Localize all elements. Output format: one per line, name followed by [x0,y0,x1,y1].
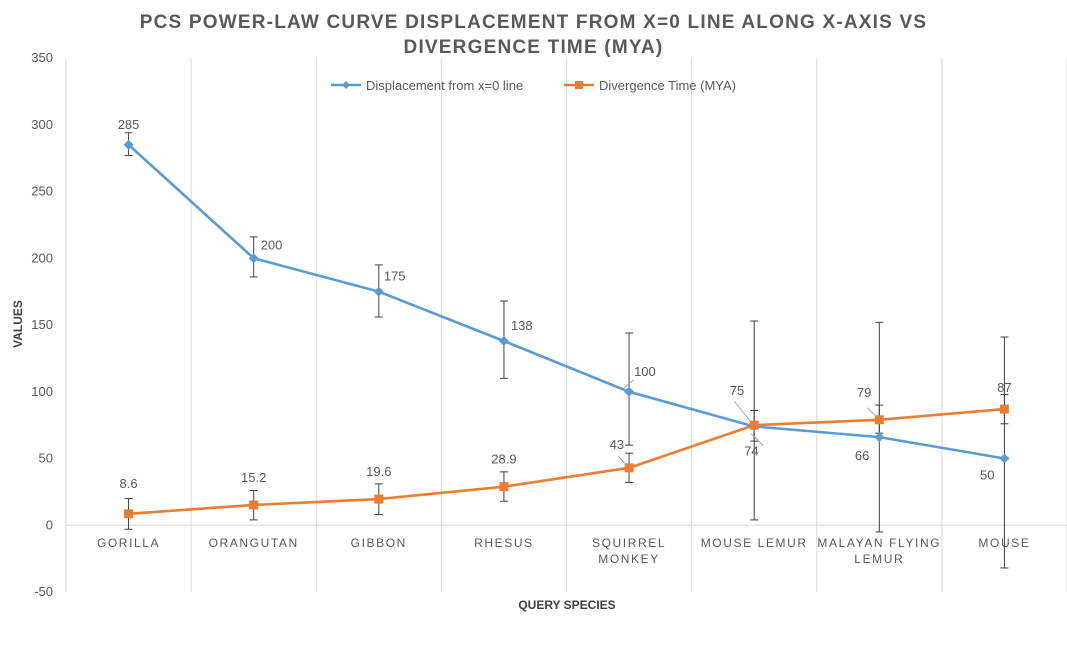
data-label: 50 [980,468,994,483]
data-point-square [874,415,884,425]
data-label-leader [623,379,635,389]
data-point-square [749,420,759,430]
data-point-diamond [498,336,509,347]
data-point-diamond [123,139,134,150]
series-lines [127,143,1005,516]
y-tick-label: 200 [31,250,53,265]
y-tick-label: 150 [31,317,53,332]
data-point-diamond [373,286,384,297]
chart-title-line-2: DIVERGENCE TIME (MYA) [403,37,664,58]
data-point-diamond [248,253,259,264]
data-point-diamond [874,432,885,443]
x-tick-label: GORILLA [97,536,160,550]
x-axis-title: QUERY SPECIES [518,598,615,612]
data-label: 75 [730,383,744,398]
data-label: 15.2 [241,470,266,485]
y-tick-label: 50 [39,451,53,466]
data-point-square [124,509,134,519]
series-markers [123,139,1010,519]
x-tick-label: RHESUS [474,536,534,550]
x-tick-label: MALAYAN FLYING [817,536,941,550]
legend-marker-square [575,81,583,89]
data-label: 175 [384,269,406,284]
data-label: 138 [511,318,533,333]
data-point-square [249,500,259,510]
legend-label: Divergence Time (MYA) [599,78,736,93]
data-label: 19.6 [366,464,391,479]
data-label: 285 [118,117,140,132]
data-point-diamond [999,453,1010,464]
data-label: 79 [857,385,871,400]
data-point-square [999,404,1009,414]
data-label: 87 [997,380,1011,395]
data-label: 200 [261,237,283,252]
y-tick-label: -50 [34,584,53,599]
data-label: 100 [634,364,656,379]
data-label: 28.9 [491,452,516,467]
x-tick-label: LEMUR [854,552,904,566]
data-label-leader [733,400,751,422]
data-labels: 285 200 175 138 100 74 66 50 8.6 15.2 19.6 28.9 43 75… [118,117,1012,491]
legend-label: Displacement from x=0 line [366,78,523,93]
x-tick-label: SQUIRREL [592,536,666,550]
x-tick-label: MOUSE [978,536,1030,550]
grid-lines [65,58,1067,592]
x-axis: GORILLA ORANGUTAN GIBBON RHESUS SQUIRREL MONK… [97,536,1030,566]
y-tick-label: 250 [31,184,53,199]
x-tick-label: MOUSE LEMUR [701,536,808,550]
y-tick-label: 350 [31,50,53,65]
y-tick-label: 100 [31,384,53,399]
series-line-2 [128,407,1005,516]
y-tick-label: 300 [31,117,53,132]
y-axis: -50 0 50 100 150 200 250 300 350 [31,50,53,599]
x-tick-label: MONKEY [598,552,660,566]
data-point-square [374,494,384,504]
data-label-leader [866,407,877,418]
data-point-square [624,463,634,473]
data-label: 43 [610,437,624,452]
legend-marker-diamond [342,81,350,89]
x-tick-label: ORANGUTAN [209,536,299,550]
data-point-square [499,482,509,492]
data-label-leader [750,433,764,446]
data-label: 66 [855,448,869,463]
data-label: 74 [744,443,758,458]
chart-title-line-1: PCS POWER-LAW CURVE DISPLACEMENT FROM X=… [139,12,928,33]
series-line-1 [127,143,1005,460]
legend: Displacement from x=0 line Divergence Tim… [331,78,736,93]
y-tick-label: 0 [46,517,53,532]
chart-title: PCS POWER-LAW CURVE DISPLACEMENT FROM X=… [0,10,1067,60]
data-label: 8.6 [120,476,138,491]
x-tick-label: GIBBON [351,536,407,550]
data-point-diamond [624,386,635,397]
data-label-leader [617,455,627,466]
y-axis-title: VALUES [11,300,25,348]
